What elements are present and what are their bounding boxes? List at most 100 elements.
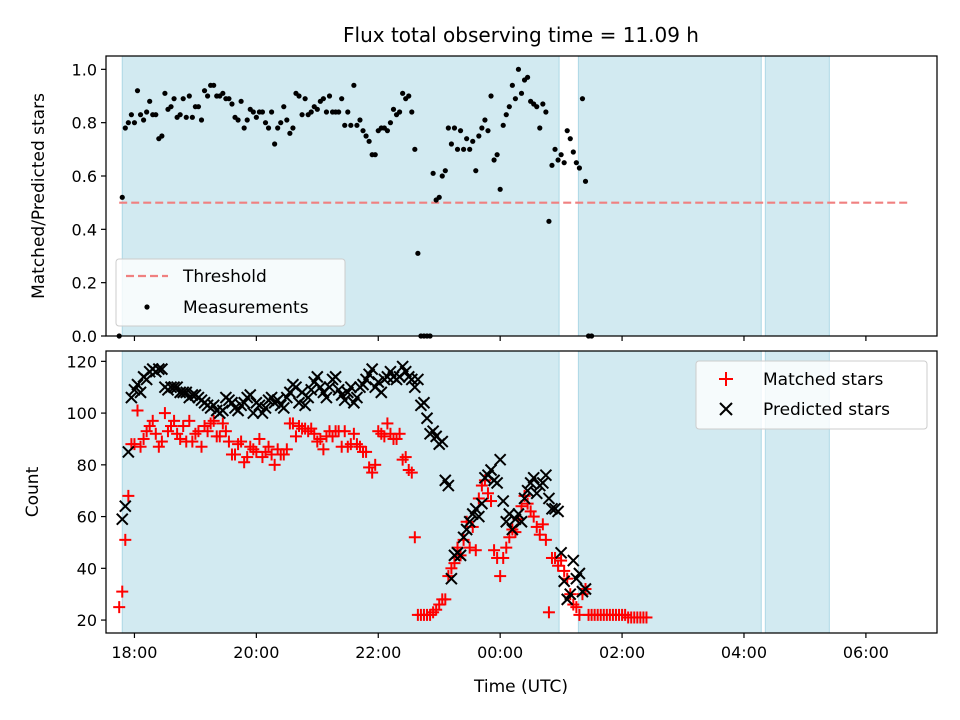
matched-star-marker (268, 458, 281, 471)
measurement-point (482, 117, 488, 123)
matched-star-marker (381, 417, 394, 430)
measurement-point (524, 74, 531, 80)
measurement-point (552, 146, 558, 152)
matched-star-marker (317, 443, 330, 456)
predicted-star-marker (329, 370, 342, 384)
measurement-point (131, 120, 138, 126)
measurement-point (396, 109, 403, 115)
matched-star-marker (146, 414, 159, 427)
measurement-point (186, 93, 192, 99)
matched-star-marker (229, 448, 242, 461)
matched-star-marker (378, 430, 391, 443)
measurement-point (430, 170, 436, 176)
matched-star-marker (222, 435, 235, 448)
predicted-star-marker (521, 484, 534, 497)
measurement-point (211, 82, 217, 88)
measurement-point (570, 149, 576, 155)
measurement-point (308, 109, 314, 115)
measurement-point (406, 93, 412, 99)
predicted-star-marker (301, 391, 315, 404)
matched-star-marker (186, 435, 199, 448)
measurement-point (204, 93, 211, 99)
measurement-point (573, 160, 579, 166)
measurement-point (265, 125, 272, 131)
y-tick-label: 1.0 (72, 60, 97, 79)
predicted-star-marker (500, 515, 513, 528)
matched-star-marker (488, 544, 501, 557)
predicted-star-marker (375, 386, 388, 399)
matched-star-marker (485, 495, 498, 508)
predicted-legend-marker (719, 402, 733, 416)
predicted-star-marker (125, 391, 138, 404)
measurement-point (476, 133, 482, 139)
measurement-point (153, 112, 159, 118)
top-x-axis-ticks (133, 336, 867, 341)
measurement-point (497, 186, 503, 192)
matched-star-marker (497, 551, 510, 564)
measurement-point (457, 128, 464, 134)
measurement-point (564, 128, 570, 134)
measurement-point (290, 125, 296, 131)
y-tick-label: 0.8 (72, 114, 97, 133)
predicted-star-marker (131, 378, 144, 391)
top-panel: 0.0 0.2 0.4 0.6 0.8 1.0 Matched/Predicted sta… (29, 55, 938, 346)
measurement-point (323, 109, 330, 115)
predicted-star-marker (338, 393, 351, 407)
predicted-star-marker (542, 492, 556, 505)
predicted-star-marker (323, 381, 336, 394)
measurement-point (122, 125, 128, 131)
matched-star-marker (122, 489, 135, 502)
predicted-star-marker (155, 362, 169, 376)
measurement-point (198, 117, 205, 123)
bottom-y-axis-label: Count (23, 466, 43, 517)
predicted-star-marker (554, 546, 568, 560)
measurement-point (503, 112, 509, 118)
matched-star-marker (195, 440, 208, 453)
measurement-point (415, 250, 421, 256)
predicted-star-marker (557, 575, 571, 588)
matched-star-marker (369, 458, 382, 471)
matched-star-marker (555, 554, 568, 567)
x-tick-label: 06:00 (843, 643, 889, 662)
matched-star-marker (262, 440, 275, 453)
matched-star-marker (494, 570, 507, 583)
matched-star-marker (289, 430, 302, 443)
measurement-point (268, 109, 275, 115)
predicted-star-marker (320, 391, 333, 404)
y-tick-label: 40 (77, 559, 97, 578)
x-tick-label: 00:00 (477, 643, 523, 662)
predicted-star-marker (515, 515, 528, 528)
measurement-point (183, 114, 189, 120)
predicted-star-marker (536, 476, 550, 490)
predicted-star-marker (408, 381, 422, 394)
bottom-x-axis-ticks: 18:00 20:00 22:00 00:00 02:00 04:00 06:00 (111, 633, 889, 662)
matched-star-marker (500, 541, 513, 554)
measurement-point (275, 125, 281, 131)
predicted-star-marker (445, 572, 458, 585)
measurement-point (491, 157, 497, 163)
measurement-point (159, 133, 165, 139)
matched-star-marker (448, 557, 461, 570)
matched-star-marker (128, 438, 141, 451)
measurements-legend-label: Measurements (183, 298, 309, 318)
predicted-star-marker (551, 505, 565, 518)
measurement-point (235, 117, 241, 123)
measurement-point (442, 168, 448, 174)
measurement-point (494, 152, 500, 158)
matched-star-marker (536, 518, 549, 531)
y-tick-label: 0.6 (72, 167, 97, 186)
predicted-star-marker (512, 507, 525, 521)
matched-star-marker (570, 601, 583, 614)
bottom-y-axis-ticks: 20 40 60 80 100 120 (66, 352, 106, 630)
matched-star-marker (168, 414, 181, 427)
matched-star-marker (113, 601, 126, 614)
matched-star-marker (527, 510, 540, 523)
measurement-point (134, 88, 141, 94)
predicted-star-marker (305, 383, 318, 397)
predicted-star-marker (134, 386, 147, 399)
predicted-star-marker (277, 401, 290, 415)
predicted-star-marker (484, 463, 498, 477)
measurement-point (180, 96, 186, 102)
measurement-point (400, 90, 406, 96)
matched-star-marker (219, 425, 232, 438)
